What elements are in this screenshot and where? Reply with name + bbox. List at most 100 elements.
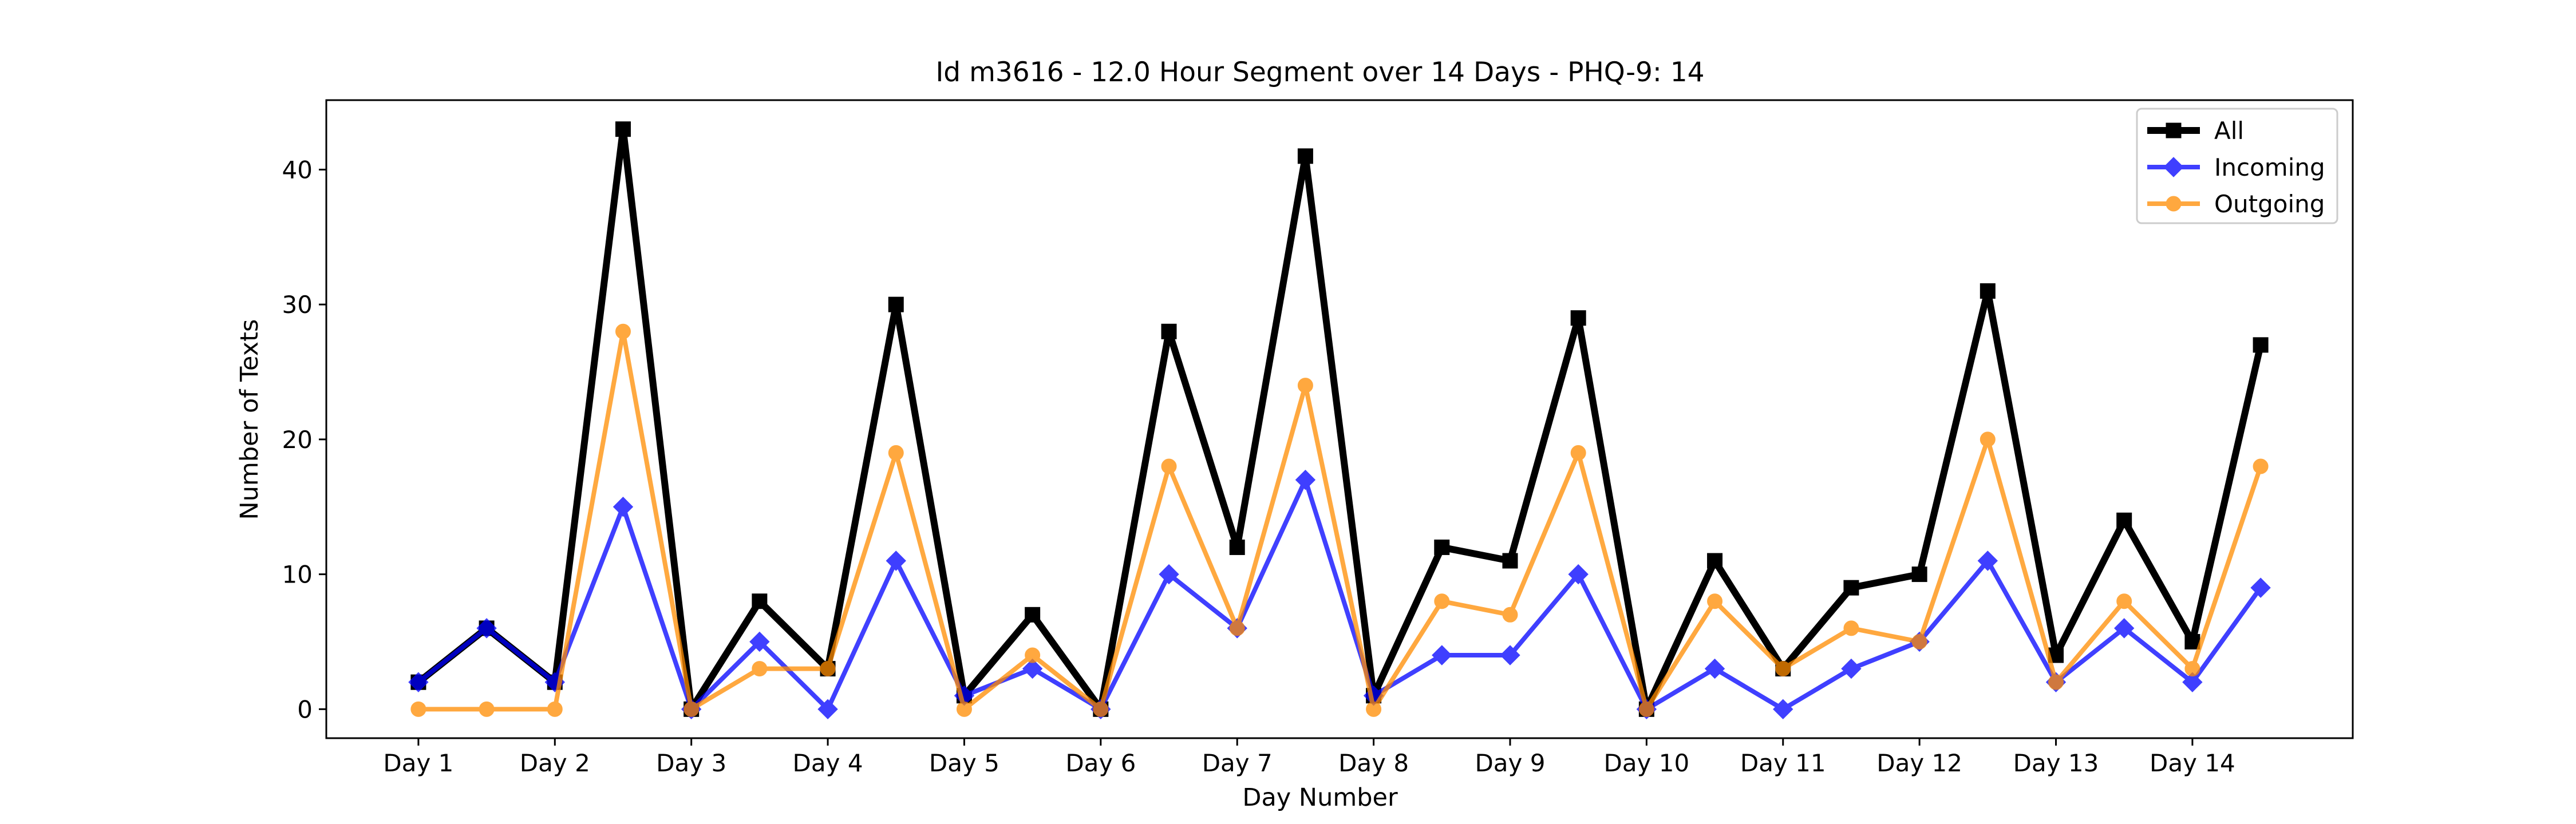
data-point <box>1707 593 1723 609</box>
series-line <box>417 477 2263 712</box>
data-point <box>1570 445 1586 461</box>
data-point <box>1570 310 1586 326</box>
data-point <box>547 701 563 717</box>
x-tick-label: Day 3 <box>656 749 726 777</box>
data-point <box>1297 378 1313 394</box>
data-point <box>956 701 972 717</box>
data-point <box>615 323 631 339</box>
legend-label: All <box>2214 117 2244 145</box>
legend-entry <box>2147 122 2200 138</box>
legend-marker <box>2163 157 2184 177</box>
data-point <box>1911 566 1927 583</box>
y-tick-label: 20 <box>282 426 313 454</box>
legend-entry <box>2147 157 2200 177</box>
y-tick-label: 0 <box>297 695 313 723</box>
x-tick-label: Day 1 <box>383 749 453 777</box>
data-point <box>888 445 904 461</box>
plot-area <box>408 121 2271 720</box>
data-point <box>1773 699 1793 720</box>
series-outgoing <box>410 323 2269 717</box>
axes: Day 1 Day 2 Day 3 Day 4 Day 5 Day 6 Day 7 Day 8… <box>282 156 2235 777</box>
x-tick-label: Day 13 <box>2013 749 2099 777</box>
data-point <box>2116 512 2132 528</box>
data-point <box>476 618 497 639</box>
data-point <box>1229 539 1245 555</box>
x-tick-label: Day 2 <box>520 749 590 777</box>
data-point <box>886 550 906 571</box>
data-point <box>1500 645 1520 665</box>
data-point <box>1434 593 1450 609</box>
data-point <box>752 593 768 609</box>
plot-frame <box>325 99 2354 739</box>
data-point <box>1159 564 1179 585</box>
legend: All Incoming Outgoing <box>2136 108 2338 224</box>
data-point <box>1297 148 1313 164</box>
data-point <box>2253 458 2269 474</box>
data-point <box>2184 661 2200 677</box>
y-tick-label: 40 <box>282 156 313 184</box>
data-point <box>1161 323 1177 339</box>
legend-marker <box>2166 122 2182 138</box>
data-point <box>1841 658 1862 679</box>
legend-label: Outgoing <box>2214 190 2325 218</box>
data-point <box>749 631 770 652</box>
data-point <box>1843 580 1859 596</box>
data-point <box>1434 539 1450 555</box>
data-point <box>820 661 836 677</box>
data-point <box>752 661 768 677</box>
data-point <box>1432 645 1452 665</box>
legend-entry <box>2147 196 2200 212</box>
x-axis-label: Day Number <box>1242 783 1398 812</box>
data-point <box>888 296 904 312</box>
data-point <box>2184 633 2200 649</box>
data-point <box>2113 618 2135 639</box>
legend-marker <box>2166 196 2182 212</box>
x-tick-label: Day 5 <box>929 749 999 777</box>
data-point <box>1229 620 1245 636</box>
data-point <box>2182 672 2203 692</box>
data-point <box>1093 701 1109 717</box>
data-point <box>410 701 426 717</box>
data-point <box>2250 577 2271 598</box>
data-point <box>2116 593 2132 609</box>
y-tick-label: 10 <box>282 561 313 589</box>
data-point <box>1704 658 1725 679</box>
data-point <box>1638 701 1654 717</box>
chart-title: Id m3616 - 12.0 Hour Segment over 14 Day… <box>935 57 1704 88</box>
series-line <box>416 125 2264 713</box>
data-point <box>1502 553 1518 569</box>
x-tick-label: Day 9 <box>1475 749 1545 777</box>
data-point <box>1843 620 1859 636</box>
legend-box <box>2136 108 2338 224</box>
data-point <box>2048 674 2064 690</box>
x-tick-label: Day 14 <box>2150 749 2235 777</box>
x-tick-label: Day 10 <box>1603 749 1689 777</box>
data-point <box>817 699 838 720</box>
data-point <box>1980 283 1996 299</box>
x-tick-label: Day 11 <box>1740 749 1826 777</box>
x-tick-label: Day 7 <box>1202 749 1273 777</box>
series-line <box>418 329 2263 712</box>
data-point <box>1977 550 1998 571</box>
data-point <box>613 497 634 517</box>
data-point <box>1707 553 1723 569</box>
data-point <box>408 672 429 692</box>
data-point <box>1295 469 1316 490</box>
data-point <box>1911 633 1927 649</box>
x-tick-label: Day 12 <box>1876 749 1962 777</box>
x-tick-label: Day 8 <box>1338 749 1409 777</box>
data-point <box>1022 658 1043 679</box>
y-tick-label: 30 <box>282 291 313 319</box>
data-point <box>479 701 495 717</box>
data-point <box>1502 607 1518 623</box>
data-point <box>1161 458 1177 474</box>
x-tick-label: Day 6 <box>1065 749 1136 777</box>
y-axis-label: Number of Texts <box>235 319 264 520</box>
data-point <box>1025 647 1041 663</box>
data-point <box>1025 607 1041 623</box>
data-point <box>1568 564 1589 585</box>
x-tick-label: Day 4 <box>793 749 863 777</box>
data-point <box>1366 701 1382 717</box>
data-point <box>1980 431 1996 447</box>
data-point <box>683 701 700 717</box>
